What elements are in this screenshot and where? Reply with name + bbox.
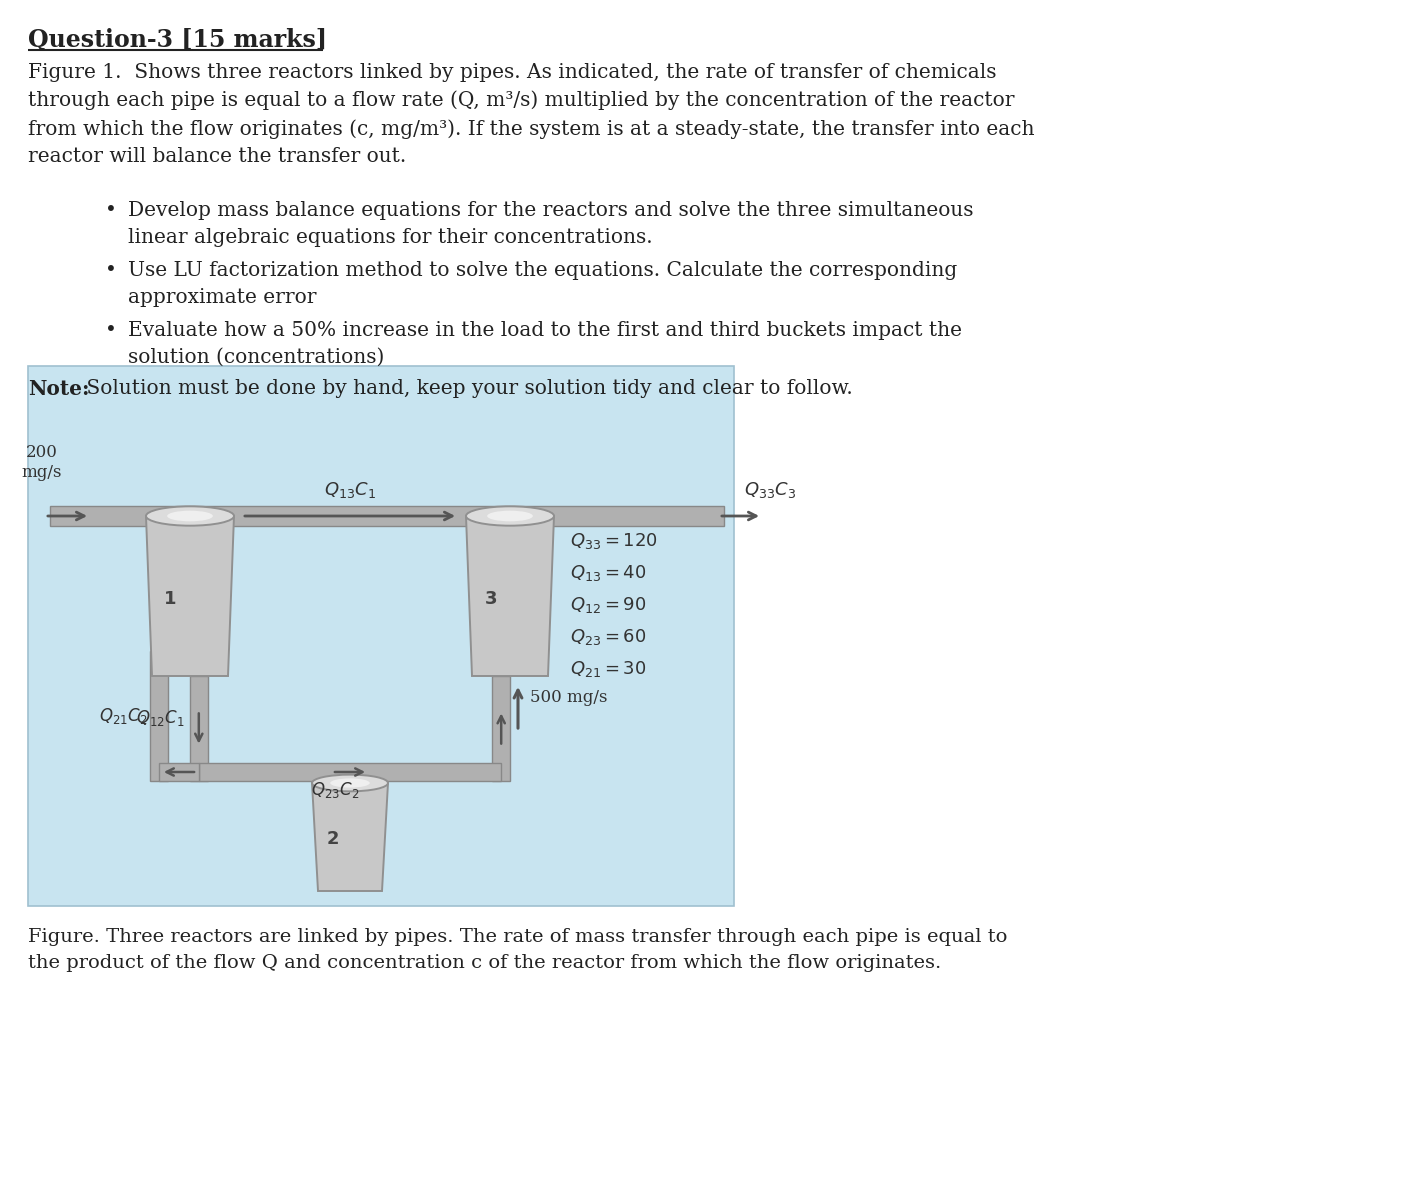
Bar — [493, 676, 510, 781]
Text: 500 mg/s: 500 mg/s — [530, 690, 607, 706]
Text: $Q_{13} = 40$: $Q_{13} = 40$ — [570, 563, 647, 584]
Text: Figure. Three reactors are linked by pipes. The rate of mass transfer through ea: Figure. Three reactors are linked by pip… — [28, 928, 1007, 972]
Text: Question-3 [15 marks]: Question-3 [15 marks] — [28, 29, 328, 52]
Bar — [49, 506, 724, 526]
Text: $Q_{21}C_2$: $Q_{21}C_2$ — [99, 706, 147, 727]
Text: Evaluate how a 50% increase in the load to the first and third buckets impact th: Evaluate how a 50% increase in the load … — [128, 322, 962, 367]
Text: Develop mass balance equations for the reactors and solve the three simultaneous: Develop mass balance equations for the r… — [128, 201, 973, 248]
Text: Note:: Note: — [28, 379, 89, 399]
Polygon shape — [466, 516, 554, 676]
Bar — [160, 763, 199, 781]
Bar — [199, 763, 501, 781]
Text: $Q_{12} = 90$: $Q_{12} = 90$ — [570, 596, 647, 615]
Text: 2: 2 — [328, 830, 339, 848]
Text: 200
mg/s: 200 mg/s — [21, 444, 62, 481]
Text: $Q_{33}C_3$: $Q_{33}C_3$ — [744, 480, 796, 500]
Text: Use LU factorization method to solve the equations. Calculate the corresponding
: Use LU factorization method to solve the… — [128, 261, 957, 307]
Ellipse shape — [167, 511, 213, 522]
Ellipse shape — [466, 506, 554, 525]
FancyBboxPatch shape — [28, 366, 734, 906]
Ellipse shape — [145, 506, 234, 525]
Text: $Q_{23} = 60$: $Q_{23} = 60$ — [570, 626, 647, 647]
Polygon shape — [145, 516, 234, 676]
Text: 3: 3 — [484, 591, 497, 609]
Text: 1: 1 — [164, 591, 176, 609]
Text: Solution must be done by hand, keep your solution tidy and clear to follow.: Solution must be done by hand, keep your… — [80, 379, 853, 398]
Text: •: • — [104, 261, 117, 280]
Text: Figure 1.  Shows three reactors linked by pipes. As indicated, the rate of trans: Figure 1. Shows three reactors linked by… — [28, 63, 1035, 166]
Ellipse shape — [330, 779, 370, 787]
Text: $Q_{33} = 120$: $Q_{33} = 120$ — [570, 531, 658, 551]
Ellipse shape — [312, 774, 388, 791]
Text: $Q_{12}C_1$: $Q_{12}C_1$ — [137, 709, 185, 729]
Polygon shape — [312, 782, 388, 891]
Text: $Q_{23}C_2$: $Q_{23}C_2$ — [311, 780, 359, 800]
Bar — [150, 651, 168, 781]
Text: •: • — [104, 201, 117, 220]
Text: $Q_{13}C_1$: $Q_{13}C_1$ — [323, 480, 376, 500]
Bar — [189, 676, 208, 781]
Text: •: • — [104, 322, 117, 339]
Text: $Q_{21} = 30$: $Q_{21} = 30$ — [570, 659, 647, 679]
Ellipse shape — [487, 511, 532, 522]
